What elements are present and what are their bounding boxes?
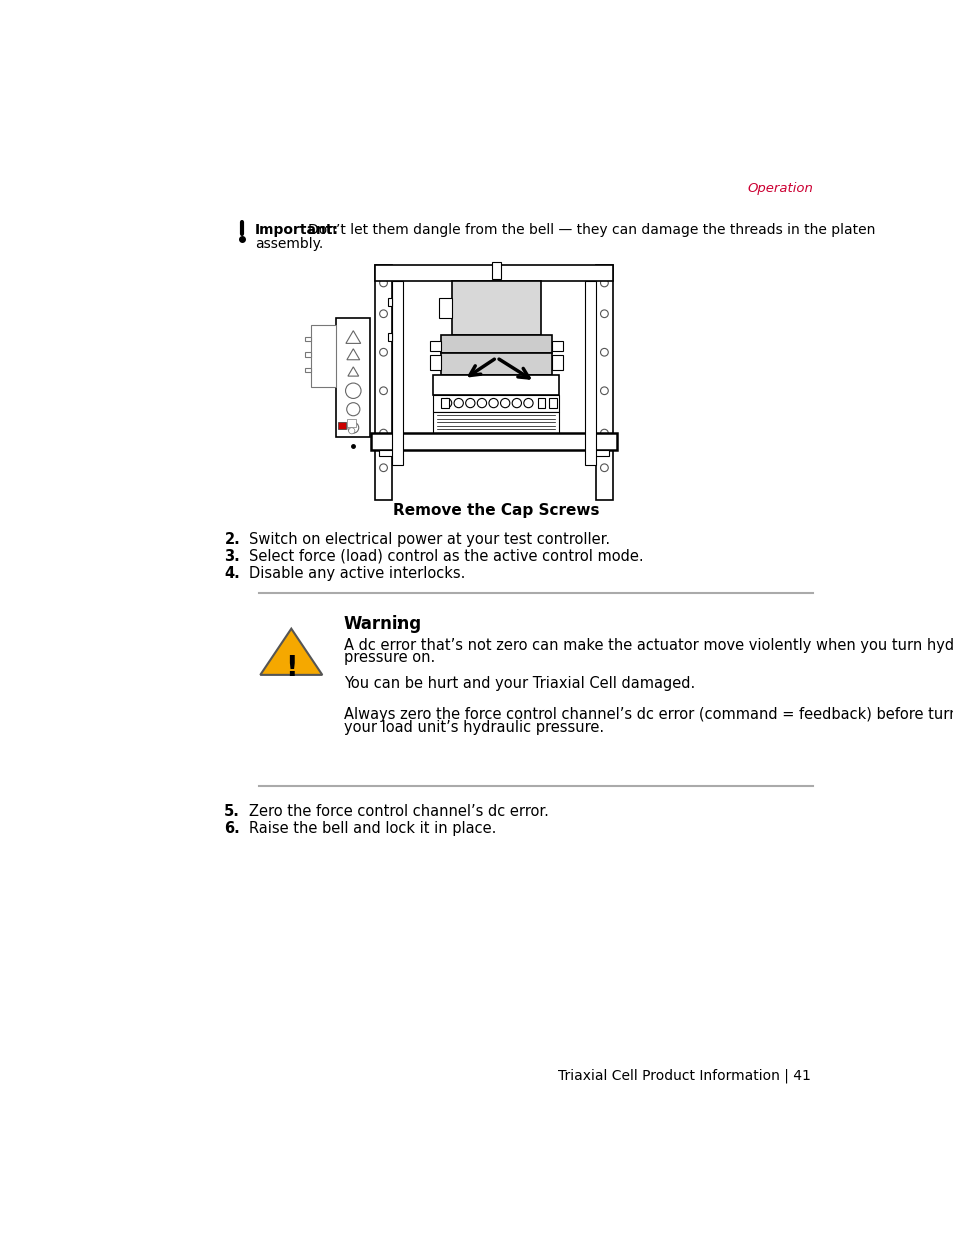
Circle shape: [379, 279, 387, 287]
Bar: [433, 374, 558, 395]
Bar: [388, 333, 392, 341]
Circle shape: [512, 399, 521, 408]
Text: Disable any active interlocks.: Disable any active interlocks.: [249, 566, 465, 580]
Circle shape: [599, 430, 608, 437]
Bar: [549, 399, 557, 408]
Text: your load unit’s hydraulic pressure.: your load unit’s hydraulic pressure.: [344, 720, 603, 735]
Circle shape: [599, 310, 608, 317]
Circle shape: [454, 399, 463, 408]
Text: Raise the bell and lock it in place.: Raise the bell and lock it in place.: [249, 821, 497, 836]
Bar: [596, 266, 612, 500]
Text: Remove the Cap Screws: Remove the Cap Screws: [393, 503, 599, 517]
Circle shape: [476, 399, 486, 408]
Bar: [375, 266, 612, 280]
Circle shape: [465, 399, 475, 408]
Polygon shape: [260, 629, 322, 674]
Circle shape: [379, 430, 387, 437]
Bar: [430, 354, 440, 370]
Circle shape: [523, 399, 533, 408]
Bar: [438, 298, 452, 317]
Circle shape: [599, 464, 608, 472]
Circle shape: [379, 348, 387, 356]
Bar: [305, 368, 311, 372]
Bar: [430, 341, 440, 352]
Circle shape: [379, 310, 387, 317]
Bar: [452, 280, 540, 335]
Bar: [433, 395, 558, 411]
Bar: [593, 450, 608, 456]
Circle shape: [379, 464, 387, 472]
Text: !: !: [285, 655, 297, 682]
Circle shape: [599, 279, 608, 287]
Text: Triaxial Cell Product Information | 41: Triaxial Cell Product Information | 41: [558, 1068, 810, 1083]
Text: 4.: 4.: [224, 566, 240, 580]
Text: assembly.: assembly.: [254, 237, 323, 251]
Circle shape: [599, 348, 608, 356]
Bar: [347, 419, 356, 427]
Bar: [492, 262, 500, 279]
Text: 2.: 2.: [224, 531, 240, 547]
Bar: [388, 299, 392, 306]
Bar: [305, 352, 311, 357]
Text: Don’t let them dangle from the bell — they can damage the threads in the platen: Don’t let them dangle from the bell — th…: [308, 222, 875, 237]
Text: Zero the force control channel’s dc error.: Zero the force control channel’s dc erro…: [249, 804, 549, 819]
Circle shape: [442, 399, 452, 408]
Text: Operation: Operation: [746, 182, 812, 195]
Bar: [552, 341, 562, 352]
Bar: [552, 354, 562, 370]
Text: 3.: 3.: [224, 548, 240, 563]
Bar: [440, 399, 448, 408]
Bar: [335, 317, 370, 437]
Text: :: :: [395, 615, 401, 632]
Bar: [440, 335, 552, 353]
Bar: [433, 411, 558, 433]
Bar: [392, 280, 402, 466]
Bar: [378, 450, 394, 456]
Text: Select force (load) control as the active control mode.: Select force (load) control as the activ…: [249, 548, 643, 563]
Bar: [375, 266, 392, 500]
Text: Switch on electrical power at your test controller.: Switch on electrical power at your test …: [249, 531, 610, 547]
Bar: [537, 399, 545, 408]
Text: Always zero the force control channel’s dc error (command = feedback) before tur: Always zero the force control channel’s …: [344, 708, 953, 722]
Bar: [440, 353, 552, 374]
Text: pressure on.: pressure on.: [344, 651, 435, 666]
Text: Warning: Warning: [344, 615, 421, 632]
Text: You can be hurt and your Triaxial Cell damaged.: You can be hurt and your Triaxial Cell d…: [344, 677, 695, 692]
Circle shape: [348, 427, 355, 433]
Text: Important:: Important:: [254, 222, 338, 237]
Circle shape: [488, 399, 497, 408]
Bar: [305, 337, 311, 341]
Text: 6.: 6.: [224, 821, 240, 836]
Circle shape: [599, 387, 608, 395]
Bar: [337, 422, 345, 430]
Circle shape: [379, 387, 387, 395]
Text: 5.: 5.: [224, 804, 240, 819]
Bar: [311, 325, 335, 387]
Text: A dc error that’s not zero can make the actuator move violently when you turn hy: A dc error that’s not zero can make the …: [344, 638, 953, 653]
Circle shape: [500, 399, 509, 408]
Bar: [371, 433, 617, 450]
Bar: [584, 280, 596, 466]
